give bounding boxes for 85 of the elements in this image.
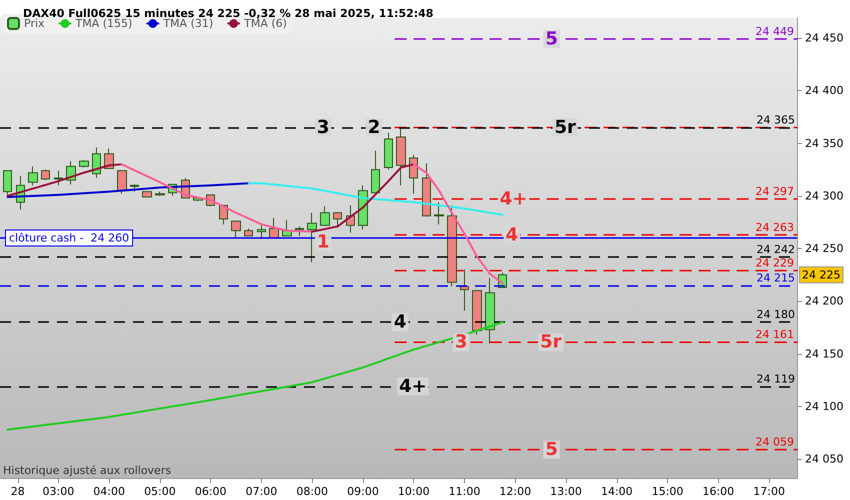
candlestick	[307, 212, 317, 263]
y-tick-label: 24 400	[805, 84, 844, 98]
annotation: 5r	[540, 332, 562, 353]
annotation: 3	[454, 332, 468, 353]
legend-label: TMA (31)	[162, 17, 214, 30]
annotation: 5	[545, 439, 558, 460]
y-tick-label: 24 150	[805, 347, 844, 360]
annotation: 4+	[500, 188, 528, 210]
candlestick	[244, 228, 253, 236]
y-tick-label: 24 350	[805, 136, 844, 150]
annotation: 1	[316, 232, 330, 253]
candlestick	[371, 150, 380, 194]
x-tick-label: 09:00	[347, 485, 379, 498]
candlestick	[333, 212, 342, 228]
x-tick-label: 06:00	[194, 485, 227, 498]
y-tick-label: 24 100	[805, 400, 844, 413]
chart-title: DAX40 Full0625 15 minutes 24 225 -0,32 % 28 mai 2025, 11:52:48	[23, 7, 434, 20]
legend-label: TMA (155)	[74, 17, 132, 30]
x-tick-label: 11:00	[448, 485, 480, 498]
line-series	[6, 182, 250, 198]
candlestick	[295, 226, 304, 236]
annotation: 3	[316, 116, 330, 138]
ref-line-label: 24 365	[756, 113, 795, 126]
candlestick	[142, 191, 152, 198]
annotation: 4	[506, 224, 518, 246]
annotation: 24 225	[802, 268, 840, 282]
candlestick	[231, 220, 241, 238]
candlestick	[384, 132, 393, 170]
candlestick	[41, 169, 50, 181]
annotation: 4+	[399, 376, 427, 397]
candlestick	[28, 166, 38, 186]
annotation: Historique ajusté aux rollovers	[3, 464, 172, 477]
line-series	[120, 163, 314, 233]
candlestick	[396, 126, 406, 186]
annotation: 24 229	[756, 256, 794, 270]
y-tick-label: 24 050	[805, 452, 844, 466]
annotation: 24 449	[756, 25, 794, 38]
y-tick-label: 24 450	[805, 32, 844, 44]
candlestick	[257, 224, 266, 240]
y-tick-label: 24 200	[805, 294, 844, 308]
candlestick	[409, 154, 418, 194]
x-tick-label: 15:00	[652, 485, 684, 498]
candlestick	[155, 191, 165, 196]
candlestick	[472, 290, 482, 336]
candlestick	[54, 170, 63, 186]
annotation: 24 297	[756, 185, 794, 198]
line-series	[311, 163, 415, 233]
candlestick	[447, 204, 457, 287]
x-tick-label: 07:00	[246, 485, 278, 498]
candlestick	[460, 269, 469, 312]
x-tick-label: 04:00	[93, 485, 125, 498]
annotation: 5r	[554, 116, 576, 138]
ref-line-label: 24 215	[756, 271, 795, 284]
x-tick-label: 28	[10, 485, 25, 498]
candlestick	[79, 160, 89, 168]
annotation: 5	[545, 28, 558, 50]
ref-line-label: 24 119	[756, 372, 795, 386]
y-tick-label: 24 250	[805, 242, 844, 256]
annotation: 24 059	[756, 436, 794, 449]
candlestick	[434, 202, 444, 225]
annotation: 24 263	[756, 220, 794, 234]
annotation: 2	[368, 116, 380, 138]
annotation: 24 161	[756, 328, 794, 342]
ref-line-label: 24 180	[756, 308, 795, 322]
line-series	[6, 163, 123, 197]
legend-label: Prix	[24, 17, 46, 30]
candlestick	[92, 146, 101, 178]
x-tick-label: 12:00	[499, 485, 532, 498]
x-tick-label: 13:00	[550, 485, 582, 498]
x-tick-label: 14:00	[600, 485, 633, 498]
x-tick-label: 10:00	[398, 485, 430, 498]
y-tick-label: 24 300	[805, 189, 844, 202]
candlestick	[485, 278, 495, 344]
x-tick-label: 17:00	[753, 485, 785, 498]
annotation: 4	[394, 312, 406, 333]
ref-line-label: clôture cash - 24 260	[9, 232, 130, 244]
candlestick	[422, 162, 431, 216]
candlestick	[320, 206, 330, 226]
candlestick	[117, 170, 127, 194]
candlestick	[130, 184, 139, 192]
x-tick-label: 05:00	[144, 485, 176, 498]
x-tick-label: 03:00	[42, 485, 74, 498]
x-tick-label: 16:00	[702, 485, 734, 498]
ref-line-label: 24 242	[756, 242, 795, 256]
x-tick-label: 08:00	[296, 485, 328, 498]
